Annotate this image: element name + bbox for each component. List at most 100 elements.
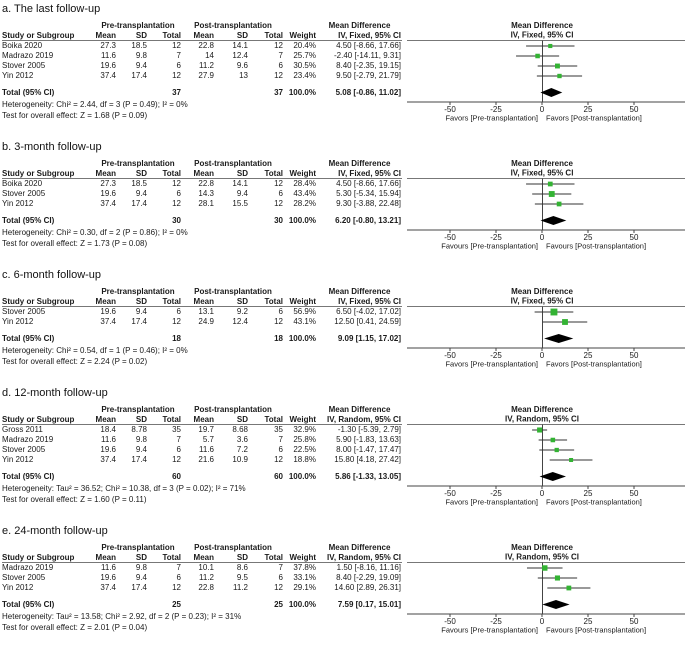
post-mean: 22.8 bbox=[198, 41, 214, 50]
post-sd: 14.1 bbox=[232, 179, 248, 188]
plot-effect-header: Mean Difference bbox=[511, 287, 573, 296]
col-header-method: IV, Fixed, 95% CI bbox=[338, 297, 401, 306]
post-mean: 28.1 bbox=[198, 199, 214, 208]
heterogeneity-text: Heterogeneity: Tau² = 13.58; Chi² = 2.92… bbox=[2, 612, 242, 621]
total-post-n: 25 bbox=[274, 600, 283, 609]
column-header-row: Study or Subgroup Mean SD Total Mean SD Total W… bbox=[2, 414, 402, 425]
axis-tick-label: -25 bbox=[490, 105, 502, 114]
col-header-weight: Weight bbox=[289, 297, 316, 306]
total-row: Total (95% CI) 30 30 100.0% 6.20 [-0.80, 13.… bbox=[2, 214, 402, 227]
group-header-post: Post-transplantation bbox=[194, 159, 272, 168]
study-effect-ci: 8.00 [-1.47, 17.47] bbox=[336, 445, 401, 454]
group-header-pre: Pre-transplantation bbox=[101, 159, 175, 168]
total-row: Total (95% CI) 60 60 100.0% 5.86 [-1.33, 13.… bbox=[2, 470, 402, 483]
group-header-effect: Mean Difference bbox=[328, 543, 391, 552]
study-row: Stover 2005 19.6 9.4 6 13.1 9.2 6 56.9% 6.50 [-4… bbox=[2, 307, 402, 317]
col-header-weight: Weight bbox=[289, 31, 316, 40]
post-total: 6 bbox=[278, 573, 283, 582]
col-header-pre-total: Total bbox=[162, 169, 181, 178]
pre-mean: 19.6 bbox=[100, 573, 116, 582]
axis-tick-label: -50 bbox=[444, 617, 456, 626]
axis-tick-label: -50 bbox=[444, 351, 456, 360]
post-total: 12 bbox=[274, 455, 283, 464]
panel-bottom-padding bbox=[2, 367, 402, 375]
col-header-pre-mean: Mean bbox=[95, 31, 116, 40]
study-effect-ci: 1.50 [-8.16, 11.16] bbox=[336, 563, 401, 572]
pre-mean: 37.4 bbox=[100, 583, 116, 592]
post-total: 7 bbox=[278, 435, 283, 444]
total-label: Total (95% CI) bbox=[2, 216, 55, 225]
group-header-post: Post-transplantation bbox=[194, 21, 272, 30]
effect-square bbox=[548, 191, 555, 197]
overall-effect-text: Test for overall effect: Z = 2.01 (P = 0… bbox=[2, 623, 148, 632]
study-effect-ci: 5.30 [-5.34, 15.94] bbox=[336, 189, 401, 198]
column-header-row: Study or Subgroup Mean SD Total Mean SD Total W… bbox=[2, 552, 402, 563]
study-row: Madrazo 2019 11.6 9.8 7 14 12.4 7 25.7% -2.40 [-… bbox=[2, 51, 402, 61]
group-header-post: Post-transplantation bbox=[194, 405, 272, 414]
post-mean: 14 bbox=[205, 51, 214, 60]
pre-sd: 17.4 bbox=[131, 455, 147, 464]
total-label: Total (95% CI) bbox=[2, 334, 55, 343]
panel-title: e. 24-month follow-up bbox=[2, 525, 108, 537]
study-effect-ci: -1.30 [-5.39, 2.79] bbox=[337, 425, 401, 434]
axis-tick-label: 50 bbox=[630, 233, 639, 242]
pre-total: 7 bbox=[176, 51, 181, 60]
study-row: Stover 2005 19.6 9.4 6 14.3 9.4 6 43.4% 5.30 [-5… bbox=[2, 189, 402, 199]
heterogeneity-text: Heterogeneity: Chi² = 2.44, df = 3 (P = … bbox=[2, 100, 188, 109]
study-effect-ci: 8.40 [-2.35, 19.15] bbox=[336, 61, 401, 70]
axis-tick-label: -50 bbox=[444, 105, 456, 114]
group-header-pre: Pre-transplantation bbox=[101, 543, 175, 552]
post-mean: 11.2 bbox=[199, 573, 214, 582]
favors-right-label: Favors [Post-transplantation] bbox=[546, 498, 642, 507]
favors-right-label: Favours [Post-transplantation] bbox=[546, 242, 646, 251]
total-weight: 100.0% bbox=[288, 472, 316, 481]
post-mean: 27.9 bbox=[198, 71, 214, 80]
overall-effect-text: Test for overall effect: Z = 1.68 (P = 0… bbox=[2, 111, 148, 120]
axis-tick-label: 0 bbox=[540, 351, 545, 360]
effect-square bbox=[557, 73, 562, 79]
pre-total: 12 bbox=[172, 41, 181, 50]
effect-square bbox=[555, 63, 560, 69]
post-sd: 12.4 bbox=[232, 51, 248, 60]
post-sd: 14.1 bbox=[232, 41, 248, 50]
col-header-study: Study or Subgroup bbox=[2, 415, 75, 424]
study-row: Yin 2012 37.4 17.4 12 28.1 15.5 12 28.2% 9.30 [-… bbox=[2, 199, 402, 209]
group-header-row: Pre-transplantation Post-transplantation M… bbox=[2, 543, 402, 552]
col-header-pre-sd: SD bbox=[135, 553, 147, 562]
total-label: Total (95% CI) bbox=[2, 600, 55, 609]
total-weight: 100.0% bbox=[288, 600, 316, 609]
pre-sd: 8.78 bbox=[131, 425, 147, 434]
col-header-post-mean: Mean bbox=[193, 169, 214, 178]
group-header-pre: Pre-transplantation bbox=[101, 405, 175, 414]
total-weight: 100.0% bbox=[288, 88, 316, 97]
post-mean: 11.6 bbox=[199, 445, 214, 454]
post-sd: 8.6 bbox=[236, 563, 248, 572]
pooled-diamond bbox=[542, 600, 570, 609]
study-name: Gross 2011 bbox=[2, 425, 43, 434]
post-sd: 3.6 bbox=[236, 435, 248, 444]
pre-sd: 9.4 bbox=[135, 307, 147, 316]
total-label: Total (95% CI) bbox=[2, 472, 55, 481]
post-sd: 9.5 bbox=[236, 573, 248, 582]
pre-mean: 37.4 bbox=[100, 455, 116, 464]
pre-mean: 11.6 bbox=[101, 563, 116, 572]
pre-mean: 19.6 bbox=[100, 445, 116, 454]
total-pre-n: 30 bbox=[172, 216, 181, 225]
total-pre-n: 60 bbox=[172, 472, 181, 481]
total-effect-ci: 6.20 [-0.80, 13.21] bbox=[335, 216, 401, 225]
pre-sd: 17.4 bbox=[131, 199, 147, 208]
column-header-row: Study or Subgroup Mean SD Total Mean SD Total W… bbox=[2, 296, 402, 307]
study-weight: 37.8% bbox=[293, 563, 316, 572]
study-weight: 33.1% bbox=[293, 573, 316, 582]
col-header-post-total: Total bbox=[264, 415, 283, 424]
overall-effect-text: Test for overall effect: Z = 1.60 (P = 0… bbox=[2, 495, 147, 504]
panel-title: d. 12-month follow-up bbox=[2, 387, 108, 399]
pre-mean: 19.6 bbox=[100, 61, 116, 70]
plot-method-header: IV, Random, 95% CI bbox=[505, 553, 579, 562]
pre-mean: 37.4 bbox=[100, 317, 116, 326]
pre-sd: 9.4 bbox=[135, 61, 147, 70]
pre-mean: 19.6 bbox=[100, 307, 116, 316]
